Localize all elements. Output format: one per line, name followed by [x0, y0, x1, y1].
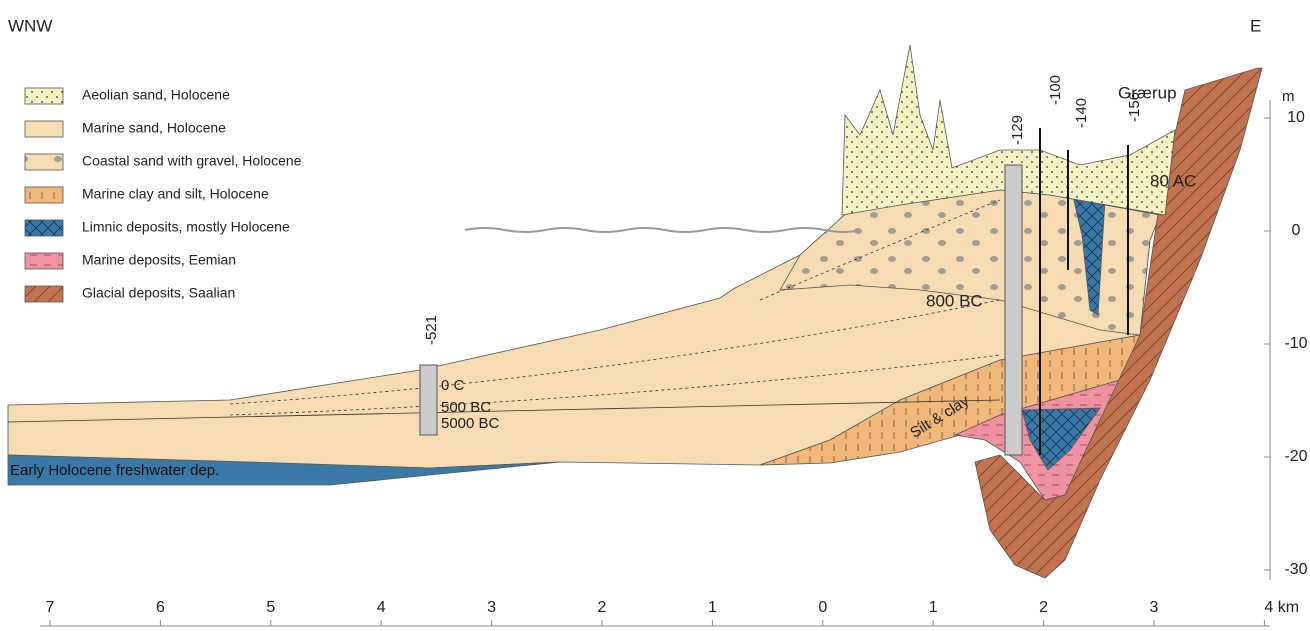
y-tick-label: 10: [1287, 109, 1305, 126]
legend-swatch: [25, 154, 63, 170]
x-tick-label: 2: [1039, 599, 1048, 616]
cross-section: -521 -129 -100 -140 -156 WNW E Grærup m …: [0, 0, 1310, 631]
legend-label: Glacial deposits, Saalian: [82, 285, 235, 301]
y-tick-label: -20: [1284, 448, 1307, 465]
x-tick-label: 5: [266, 599, 275, 616]
borehole: [1005, 165, 1022, 455]
annotation: 500 BC: [441, 399, 491, 416]
legend-label: Marine deposits, Eemian: [82, 252, 236, 268]
x-tick-label: 1: [929, 599, 938, 616]
direction-right: E: [1250, 16, 1261, 35]
annotation: Early Holocene freshwater dep.: [10, 462, 219, 479]
x-tick-label: 3: [1150, 599, 1159, 616]
direction-left: WNW: [8, 16, 52, 35]
sea-surface: [465, 228, 860, 232]
x-tick-label: 3: [487, 599, 496, 616]
legend-label: Marine sand, Holocene: [82, 120, 226, 136]
x-tick-label: 6: [156, 599, 165, 616]
place-name: Grærup: [1118, 83, 1177, 102]
y-axis: 10 0 -10 -20 -30: [1264, 100, 1308, 580]
borehole-label: -100: [1047, 75, 1064, 105]
annotation: 0 C: [441, 377, 465, 394]
x-tick-label: 2: [598, 599, 607, 616]
borehole-label: -129: [1009, 115, 1026, 145]
legend-swatch: [25, 88, 63, 104]
legend-swatch: [25, 286, 63, 302]
x-tick-label: 0: [818, 599, 827, 616]
x-tick-label: 7: [46, 599, 55, 616]
legend-swatch: [25, 121, 63, 137]
x-tick-label: 1: [708, 599, 717, 616]
annotation: 5000 BC: [441, 415, 500, 432]
borehole: [420, 365, 437, 435]
x-axis: 7 6 5 4 3 2 1 0 1 2 3 4 km: [40, 599, 1299, 626]
legend-swatch: [25, 187, 63, 203]
legend-swatch: [25, 253, 63, 269]
legend-label: Marine clay and silt, Holocene: [82, 186, 269, 202]
legend-label: Coastal sand with gravel, Holocene: [82, 153, 302, 169]
y-tick-label: 0: [1292, 222, 1301, 239]
legend-swatch: [25, 220, 63, 236]
y-tick-label: -30: [1284, 561, 1307, 578]
legend: Aeolian sand, Holocene Marine sand, Holoc…: [25, 87, 302, 302]
annotation: 80 AC: [1150, 171, 1196, 190]
y-unit: m: [1282, 88, 1295, 105]
x-tick-label: 4 km: [1264, 599, 1299, 616]
borehole-label: -521: [423, 315, 440, 345]
annotation: 800 BC: [926, 291, 983, 310]
y-tick-label: -10: [1284, 335, 1307, 352]
legend-label: Limnic deposits, mostly Holocene: [82, 219, 290, 235]
x-tick-label: 4: [377, 599, 386, 616]
legend-label: Aeolian sand, Holocene: [82, 87, 230, 103]
borehole-label: -140: [1073, 98, 1090, 128]
